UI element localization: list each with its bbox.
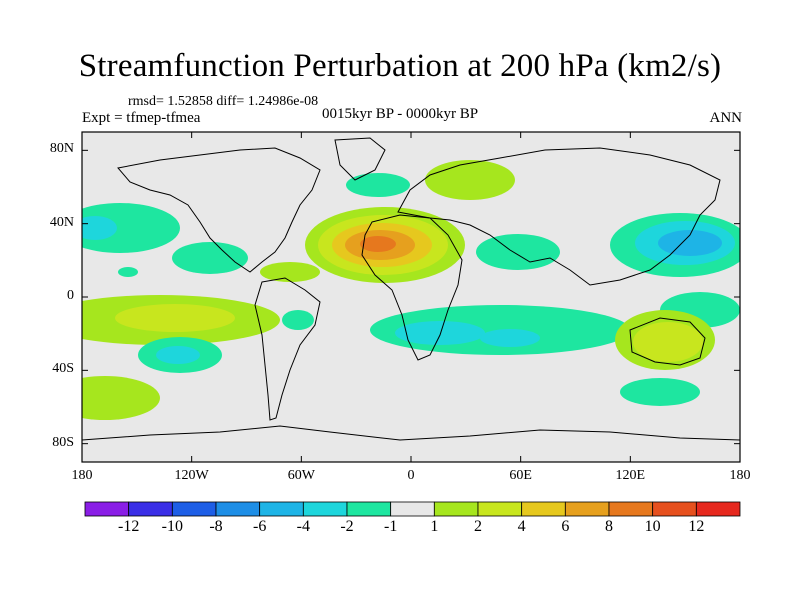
- contour-negative: [82, 216, 117, 240]
- contour-negative: [658, 230, 722, 256]
- coast-eurasia: [397, 147, 721, 286]
- period-label: 0015kyr BP - 0000kyr BP: [322, 106, 479, 122]
- lon-label: 0: [407, 468, 415, 483]
- colorbar-swatch: [390, 501, 435, 517]
- lat-label: 80S: [52, 434, 74, 450]
- colorbar-swatch: [171, 501, 217, 517]
- lat-label: 40N: [49, 214, 74, 230]
- colorbar-swatch: [695, 501, 741, 517]
- colorbar-swatch: [84, 501, 130, 517]
- colorbar-label: -6: [252, 518, 267, 535]
- season-label: ANN: [709, 110, 743, 126]
- colorbar-label: -10: [161, 518, 183, 535]
- colorbar-swatch: [433, 501, 479, 517]
- field-contours: [82, 160, 740, 420]
- contour-negative: [346, 173, 410, 197]
- lon-label: 120W: [174, 468, 209, 483]
- contour-positive: [425, 160, 515, 200]
- contour-positive: [633, 322, 703, 362]
- colorbar-label: 8: [605, 518, 613, 535]
- colorbar-swatch: [215, 501, 261, 517]
- contour-negative: [118, 267, 138, 277]
- colorbar-swatch: [477, 501, 523, 517]
- lon-label: 180: [71, 468, 93, 483]
- colorbar: [84, 501, 741, 517]
- contour-negative: [480, 329, 540, 347]
- colorbar-swatch: [346, 501, 392, 517]
- colorbar-label: 4: [517, 518, 526, 535]
- coast-antarctica: [82, 425, 740, 441]
- contour-positive: [260, 262, 320, 282]
- colorbar-label: -2: [340, 518, 354, 535]
- colorbar-label: 2: [474, 518, 482, 535]
- contour-negative: [156, 346, 200, 364]
- contour-positive: [360, 236, 396, 252]
- lat-label: 40S: [52, 361, 74, 377]
- colorbar-label: 1: [430, 518, 439, 535]
- lon-label: 60E: [509, 468, 532, 483]
- colorbar-label: -1: [383, 518, 398, 535]
- colorbar-swatch: [128, 501, 173, 517]
- colorbar-swatch: [652, 501, 697, 517]
- colorbar-swatch: [521, 501, 566, 517]
- colorbar-swatch: [608, 501, 654, 517]
- lon-label: 60W: [287, 468, 315, 483]
- contour-negative: [476, 234, 560, 270]
- axis-ticks: [81, 132, 741, 462]
- colorbar-label: -8: [209, 518, 223, 535]
- contour-negative: [620, 378, 700, 406]
- coast-south-america: [254, 277, 321, 421]
- colorbar-swatch: [302, 501, 348, 517]
- coast-australia: [629, 317, 706, 366]
- contour-positive: [82, 376, 160, 420]
- coast-north-america: [117, 147, 321, 273]
- stats-text: rmsd= 1.52858 diff= 1.24986e-08: [128, 94, 319, 109]
- colorbar-label: -4: [296, 518, 310, 535]
- colorbar-label: 10: [644, 518, 661, 535]
- colorbar-label: 6: [561, 518, 570, 535]
- contour-negative: [282, 310, 314, 330]
- colorbar-swatch: [259, 501, 304, 517]
- lat-label: 0: [67, 288, 74, 303]
- lon-label: 180: [729, 468, 751, 483]
- lat-label: 80N: [49, 141, 74, 157]
- contour-positive: [115, 304, 235, 332]
- colorbar-label: -12: [117, 518, 140, 535]
- contour-negative: [82, 203, 180, 253]
- contour-negative: [172, 242, 248, 274]
- coast-africa: [361, 214, 463, 361]
- map-title: Streamfunction Perturbation at 200 hPa (…: [78, 48, 722, 84]
- contour-negative: [395, 321, 485, 345]
- colorbar-swatch: [564, 501, 610, 517]
- colorbar-label: 12: [688, 518, 705, 535]
- coast-greenland: [334, 137, 386, 181]
- coastlines: [82, 137, 740, 441]
- experiment-label: Expt = tfmep-tfmea: [82, 110, 201, 126]
- lon-label: 120E: [615, 468, 646, 483]
